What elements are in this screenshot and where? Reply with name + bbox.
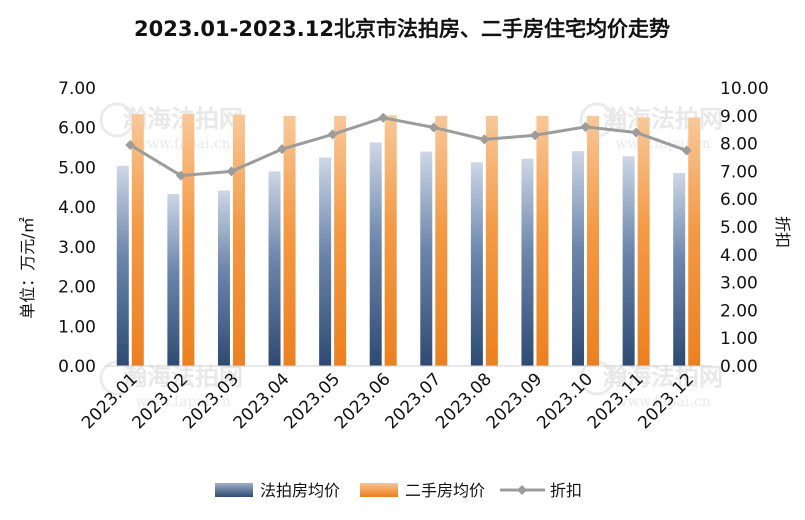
y-tick-label: 6.00	[58, 119, 96, 139]
y2-axis-title: 折扣	[773, 216, 792, 248]
y2-tick-label: 3.00	[720, 274, 758, 294]
legend-swatch-auction	[215, 483, 253, 497]
watermark-url: www.fapai.cn	[135, 394, 230, 410]
watermark-name: 瀚海法拍网	[123, 362, 243, 391]
bars-group	[116, 113, 701, 366]
y-tick-label: 1.00	[58, 317, 96, 337]
bar-resale-price	[283, 115, 296, 366]
y-tick-label: 3.00	[58, 238, 96, 258]
bar-auction-price	[470, 162, 483, 366]
legend-marker-discount	[517, 485, 527, 495]
y2-tick-label: 0.00	[720, 357, 758, 377]
y-tick-label: 7.00	[58, 79, 96, 99]
watermark-name: 瀚海法拍网	[603, 362, 723, 391]
bar-resale-price	[485, 115, 498, 366]
discount-point	[327, 129, 338, 140]
y2-tick-label: 1.00	[720, 329, 758, 349]
y2-tick-label: 4.00	[720, 246, 758, 266]
discount-point	[226, 166, 237, 177]
chart-title: 2023.01-2023.12北京市法拍房、二手房住宅均价走势	[134, 17, 670, 41]
legend-label-auction: 法拍房均价	[260, 481, 340, 500]
bar-resale-price	[384, 115, 397, 366]
bar-resale-price	[232, 114, 245, 366]
discount-point	[631, 127, 642, 138]
y2-tick-label: 7.00	[720, 162, 758, 182]
discount-point	[479, 134, 490, 145]
discount-point	[681, 145, 692, 156]
bar-auction-price	[217, 190, 230, 366]
y-tick-label: 0.00	[58, 357, 96, 377]
discount-point	[529, 130, 540, 141]
bar-auction-price	[116, 165, 129, 366]
watermark-url: www.fapai.cn	[615, 394, 710, 410]
legend: 法拍房均价 二手房均价 折扣	[215, 481, 582, 500]
watermark-name: 瀚海法拍网	[603, 104, 723, 133]
legend-label-resale: 二手房均价	[405, 481, 485, 500]
bar-resale-price	[334, 115, 347, 366]
bar-resale-price	[131, 114, 144, 366]
y2-tick-label: 9.00	[720, 107, 758, 127]
left-axis-ticks: 0.00 1.00 2.00 3.00 4.00 5.00 6.00 7.00	[58, 79, 96, 377]
discount-point	[175, 170, 186, 181]
bar-resale-price	[637, 117, 650, 366]
bar-resale-price	[435, 115, 448, 366]
y-tick-label: 2.00	[58, 278, 96, 298]
watermark: 瀚海法拍网 www.fapai.cn	[579, 360, 723, 410]
right-axis-ticks: 0.00 1.00 2.00 3.00 4.00 5.00 6.00 7.00 8.00 9.00…	[720, 79, 769, 377]
discount-point	[378, 112, 389, 123]
discount-point	[580, 121, 591, 132]
watermark-group: 瀚海法拍网www.fapai.cn瀚海法拍网www.fapai.cn瀚海法拍网w…	[99, 102, 723, 410]
discount-point	[125, 139, 136, 150]
bar-auction-price	[319, 157, 332, 366]
bar-auction-price	[167, 194, 180, 366]
bar-auction-price	[268, 171, 281, 366]
bar-resale-price	[587, 115, 600, 366]
bar-auction-price	[572, 151, 585, 366]
bar-resale-price	[536, 115, 549, 366]
y2-tick-label: 5.00	[720, 218, 758, 238]
y2-tick-label: 2.00	[720, 301, 758, 321]
discount-point	[277, 144, 288, 155]
bar-resale-price	[182, 113, 195, 366]
discount-line-group	[125, 112, 692, 181]
legend-swatch-resale	[360, 483, 398, 497]
y-tick-label: 4.00	[58, 198, 96, 218]
discount-line	[129, 116, 688, 178]
y-tick-label: 5.00	[58, 158, 96, 178]
legend-label-discount: 折扣	[550, 481, 582, 500]
y2-tick-label: 6.00	[720, 190, 758, 210]
bar-auction-price	[420, 151, 433, 366]
y2-tick-label: 8.00	[720, 135, 758, 155]
y2-tick-label: 10.00	[720, 79, 769, 99]
bar-auction-price	[622, 156, 635, 366]
discount-point	[428, 122, 439, 133]
bar-auction-price	[673, 172, 686, 366]
bar-auction-price	[521, 158, 534, 366]
bar-auction-price	[369, 142, 382, 366]
y-axis-title: 单位：万元/㎡	[18, 217, 37, 318]
bar-resale-price	[688, 117, 701, 366]
